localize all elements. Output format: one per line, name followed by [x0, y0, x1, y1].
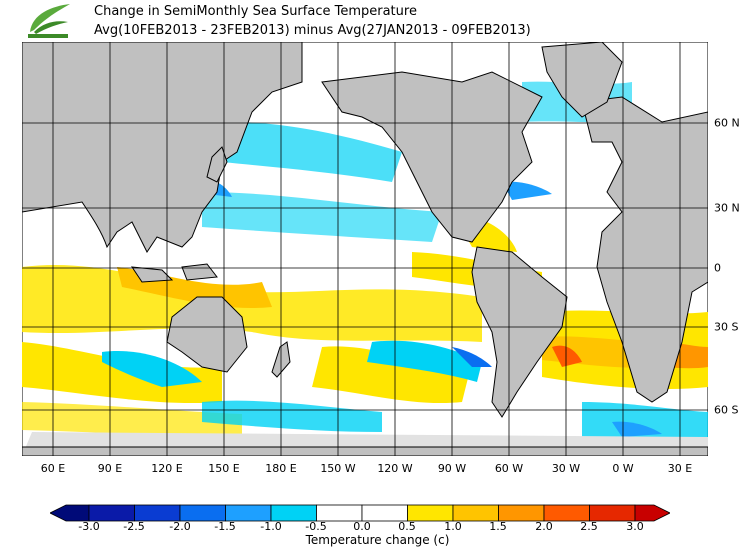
- lon-tick-label: 120 W: [377, 462, 413, 475]
- lon-tick-label: 120 E: [151, 462, 183, 475]
- lat-tick-label: 30 N: [714, 201, 740, 215]
- lon-tick-label: 30 W: [551, 462, 581, 475]
- colorbar-bin: [361, 504, 408, 522]
- land-masses: [22, 42, 708, 456]
- colorbar-label: Temperature change (c): [305, 533, 450, 547]
- colorbar-bin: [225, 504, 272, 522]
- colorbar-bin: [50, 504, 90, 522]
- colorbar-bin: [407, 504, 454, 522]
- colorbar-bin: [589, 504, 636, 522]
- colorbar-bin: [88, 504, 135, 522]
- colorbar-tick-label: -2.0: [169, 520, 191, 533]
- lat-tick-label: 30 S: [714, 320, 739, 334]
- colorbar-tick-label: 2.5: [580, 520, 598, 533]
- colorbar-bin: [316, 504, 363, 522]
- sst-change-map: [22, 42, 708, 456]
- colorbar-tick-label: 3.0: [626, 520, 644, 533]
- lon-tick-label: 90 W: [437, 462, 467, 475]
- colorbar: [50, 504, 670, 522]
- colorbar-tick-label: 0.5: [398, 520, 416, 533]
- colorbar-bin: [634, 504, 670, 522]
- colorbar-bin: [134, 504, 181, 522]
- chart-subtitle: Avg(10FEB2013 - 23FEB2013) minus Avg(27J…: [94, 23, 531, 38]
- chart-title: Change in SemiMonthly Sea Surface Temper…: [94, 4, 417, 19]
- colorbar-tick-label: -0.5: [305, 520, 327, 533]
- chart-title-block: Change in SemiMonthly Sea Surface Temper…: [94, 2, 531, 40]
- colorbar-tick-label: -1.0: [260, 520, 282, 533]
- lon-tick-label: 180 E: [265, 462, 297, 475]
- lon-tick-label: 30 E: [667, 462, 693, 475]
- lat-tick-label: 60 S: [714, 403, 739, 417]
- colorbar-tick-label: -2.5: [123, 520, 145, 533]
- lon-tick-label: 60 W: [494, 462, 524, 475]
- colorbar-bin: [452, 504, 499, 522]
- colorbar-tick-label: 1.5: [489, 520, 507, 533]
- lon-tick-label: 90 E: [97, 462, 123, 475]
- colorbar-tick-label: 0.0: [353, 520, 371, 533]
- lon-tick-label: 150 W: [320, 462, 356, 475]
- leaf-logo-icon: [28, 4, 70, 38]
- colorbar-bin: [179, 504, 226, 522]
- lon-tick-label: 60 E: [40, 462, 66, 475]
- colorbar-bin: [498, 504, 545, 522]
- graticule: [22, 42, 708, 456]
- colorbar-tick-label: -3.0: [78, 520, 100, 533]
- colorbar-tick-label: 2.0: [535, 520, 553, 533]
- lon-tick-label: 0 W: [612, 462, 634, 475]
- colorbar-bin: [270, 504, 317, 522]
- colorbar-tick-label: -1.5: [214, 520, 236, 533]
- lat-tick-label: 0: [714, 261, 721, 275]
- lon-tick-label: 150 E: [208, 462, 240, 475]
- colorbar-bin: [543, 504, 590, 522]
- lat-tick-label: 60 N: [714, 116, 740, 130]
- colorbar-tick-label: 1.0: [444, 520, 462, 533]
